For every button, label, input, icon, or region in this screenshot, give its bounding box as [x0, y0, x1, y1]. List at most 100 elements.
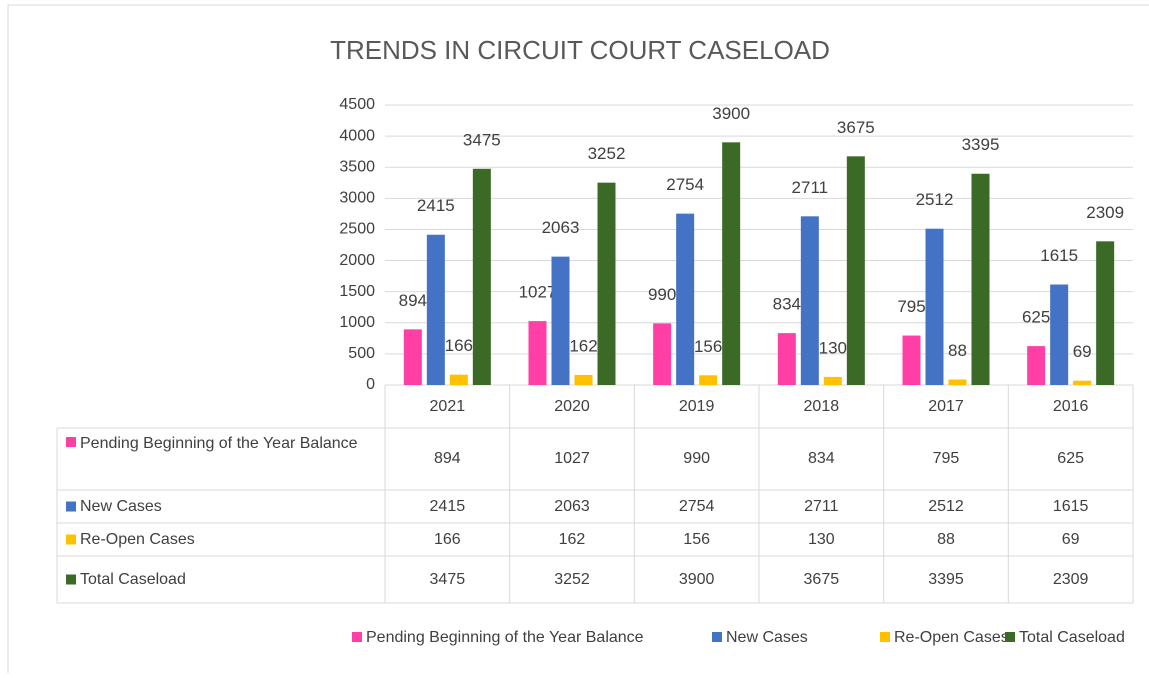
table-value-box: 2063: [554, 497, 590, 515]
legend-key: [1005, 632, 1015, 642]
data-label: 2512: [916, 190, 954, 209]
table-value: 2063: [554, 497, 590, 515]
y-tick-label: 2500: [339, 221, 375, 238]
bar: [777, 333, 796, 385]
bar: [426, 234, 445, 385]
bar: [948, 379, 967, 385]
bar: [449, 374, 468, 385]
table-value-box: 88: [937, 530, 955, 548]
row-header-box: Total Caseload: [80, 570, 186, 588]
y-tick-label: 4000: [339, 127, 375, 144]
bar: [846, 156, 865, 385]
bar: [1027, 346, 1046, 385]
table-value: 3252: [554, 570, 590, 588]
row-header: Pending Beginning of the Year Balance: [80, 435, 358, 452]
table-value-box: 3900: [678, 570, 715, 588]
data-label: 1615: [1040, 246, 1078, 265]
table-value: 625: [1057, 450, 1084, 467]
legend-label: Re-Open Cases: [894, 629, 1009, 646]
x-tick-label: 2017: [928, 398, 964, 415]
table-value-box: 3675: [803, 570, 840, 588]
table-value-box: 2512: [928, 497, 964, 515]
table-value-box: 2754: [679, 498, 715, 515]
data-label: 2415: [417, 196, 455, 215]
table-value: 130: [807, 530, 835, 548]
table-value-box: 162: [558, 530, 586, 548]
chart-title: TRENDS IN CIRCUIT COURT CASELOAD: [330, 35, 830, 65]
table-value: 3900: [678, 570, 715, 588]
table-value-box: 990: [683, 450, 710, 467]
data-label: 166: [445, 336, 473, 355]
table-value: 1615: [1052, 497, 1089, 515]
bar: [653, 323, 672, 385]
x-tick-label: 2016: [1053, 398, 1089, 415]
table-value-box: 3252: [554, 570, 590, 588]
row-header: Total Caseload: [80, 570, 186, 588]
row-header-box: Pending Beginning of the Year Balance: [80, 435, 358, 452]
table-value: 162: [558, 530, 586, 548]
table-value: 834: [807, 450, 835, 467]
data-label: 1027: [519, 283, 557, 302]
row-header-box: Re-Open Cases: [80, 531, 195, 548]
table-value-box: 894: [433, 450, 461, 467]
bar: [1096, 241, 1115, 385]
data-label: 3900: [712, 104, 750, 123]
table-value-box: 795: [932, 450, 960, 467]
data-label: 130: [819, 338, 847, 357]
table-value-box: 3395: [928, 571, 964, 588]
table-value: 3675: [803, 570, 840, 588]
legend-label: New Cases: [726, 629, 808, 646]
data-label: 795: [897, 297, 925, 316]
table-value: 156: [683, 530, 710, 548]
table-legend-key: [66, 534, 76, 545]
row-header-box: New Cases: [80, 498, 162, 515]
bar: [925, 228, 944, 385]
table-value: 795: [932, 450, 960, 467]
legend-key: [712, 632, 722, 642]
bar: [800, 216, 819, 385]
bar: [902, 335, 921, 385]
bar: [551, 256, 570, 385]
table-value-box: 625: [1057, 450, 1084, 467]
table-value-box: 166: [434, 531, 461, 548]
bar: [699, 375, 718, 385]
bar: [722, 142, 741, 385]
data-label: 69: [1073, 342, 1092, 361]
data-label: 834: [773, 295, 801, 314]
bar: [1073, 380, 1092, 385]
table-value-box: 1027: [554, 450, 590, 467]
x-tick-label: 2019: [679, 398, 715, 415]
bar: [597, 182, 616, 385]
y-tick-label: 3500: [339, 158, 375, 175]
x-tick-label: 2020: [554, 398, 590, 415]
x-tick-label: 2021: [430, 398, 466, 415]
table-value: 69: [1061, 530, 1080, 548]
table-legend-key: [66, 437, 76, 447]
table-value-box: 2415: [430, 498, 466, 515]
legend-key: [352, 632, 362, 642]
table-value: 990: [683, 450, 710, 467]
y-tick-label: 3000: [339, 190, 375, 207]
table-value-box: 834: [807, 450, 835, 467]
table-value: 894: [433, 450, 461, 467]
bar: [676, 213, 695, 385]
data-label: 3252: [588, 144, 626, 163]
table-value-box: 2309: [1052, 570, 1089, 588]
table-value-box: 130: [807, 530, 835, 548]
data-label: 162: [569, 336, 597, 355]
legend-label: Total Caseload: [1019, 629, 1125, 646]
table-value: 3475: [429, 570, 466, 588]
table-value: 2512: [928, 497, 964, 515]
legend-key: [880, 632, 890, 642]
y-tick-label: 2000: [339, 252, 375, 269]
bar: [823, 376, 842, 385]
table-value: 88: [937, 530, 955, 548]
data-label: 88: [948, 341, 967, 360]
data-label: 3475: [463, 130, 501, 149]
data-label: 2063: [542, 218, 580, 237]
y-tick-label: 500: [348, 345, 375, 362]
data-label: 156: [694, 337, 722, 356]
data-label: 990: [648, 285, 676, 304]
table-value: 2309: [1052, 570, 1089, 588]
table-legend-key: [66, 574, 76, 585]
